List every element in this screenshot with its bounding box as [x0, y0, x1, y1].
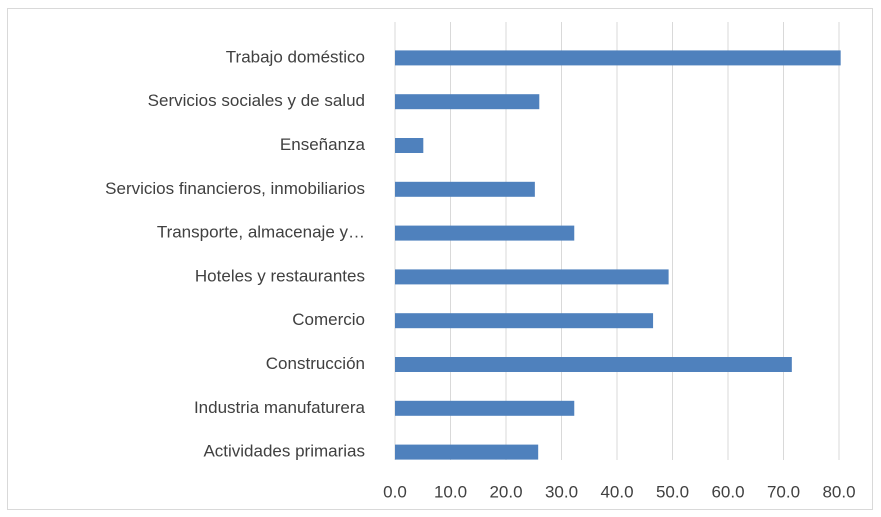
y-tick-label: Industria manufaturera — [194, 398, 366, 417]
x-tick-label: 80.0 — [822, 482, 855, 501]
y-tick-label: Actividades primarias — [203, 442, 365, 461]
x-tick-label: 20.0 — [489, 482, 522, 501]
bar — [395, 357, 792, 372]
y-tick-label: Servicios sociales y de salud — [148, 91, 365, 110]
bar — [395, 225, 575, 241]
y-tick-label: Transporte, almacenaje y… — [157, 223, 365, 242]
bar — [395, 50, 841, 66]
bar — [395, 400, 575, 416]
bar — [395, 444, 539, 460]
y-tick-label: Hoteles y restaurantes — [195, 266, 365, 285]
y-tick-label: Trabajo doméstico — [226, 47, 365, 66]
x-tick-label: 0.0 — [383, 482, 407, 501]
bar — [395, 313, 654, 329]
bar — [395, 94, 540, 110]
bar — [395, 181, 535, 197]
x-tick-label: 10.0 — [434, 482, 467, 501]
chart-border — [7, 8, 873, 510]
y-tick-label: Enseñanza — [280, 135, 366, 154]
x-tick-label: 30.0 — [545, 482, 578, 501]
y-tick-label: Construcción — [266, 354, 365, 373]
y-tick-label: Servicios financieros, inmobiliarios — [105, 179, 365, 198]
x-tick-label: 40.0 — [600, 482, 633, 501]
bar — [395, 138, 424, 153]
bar — [395, 269, 669, 285]
x-tick-label: 60.0 — [711, 482, 744, 501]
x-tick-label: 70.0 — [767, 482, 800, 501]
y-tick-label: Comercio — [292, 310, 365, 329]
x-tick-label: 50.0 — [656, 482, 689, 501]
